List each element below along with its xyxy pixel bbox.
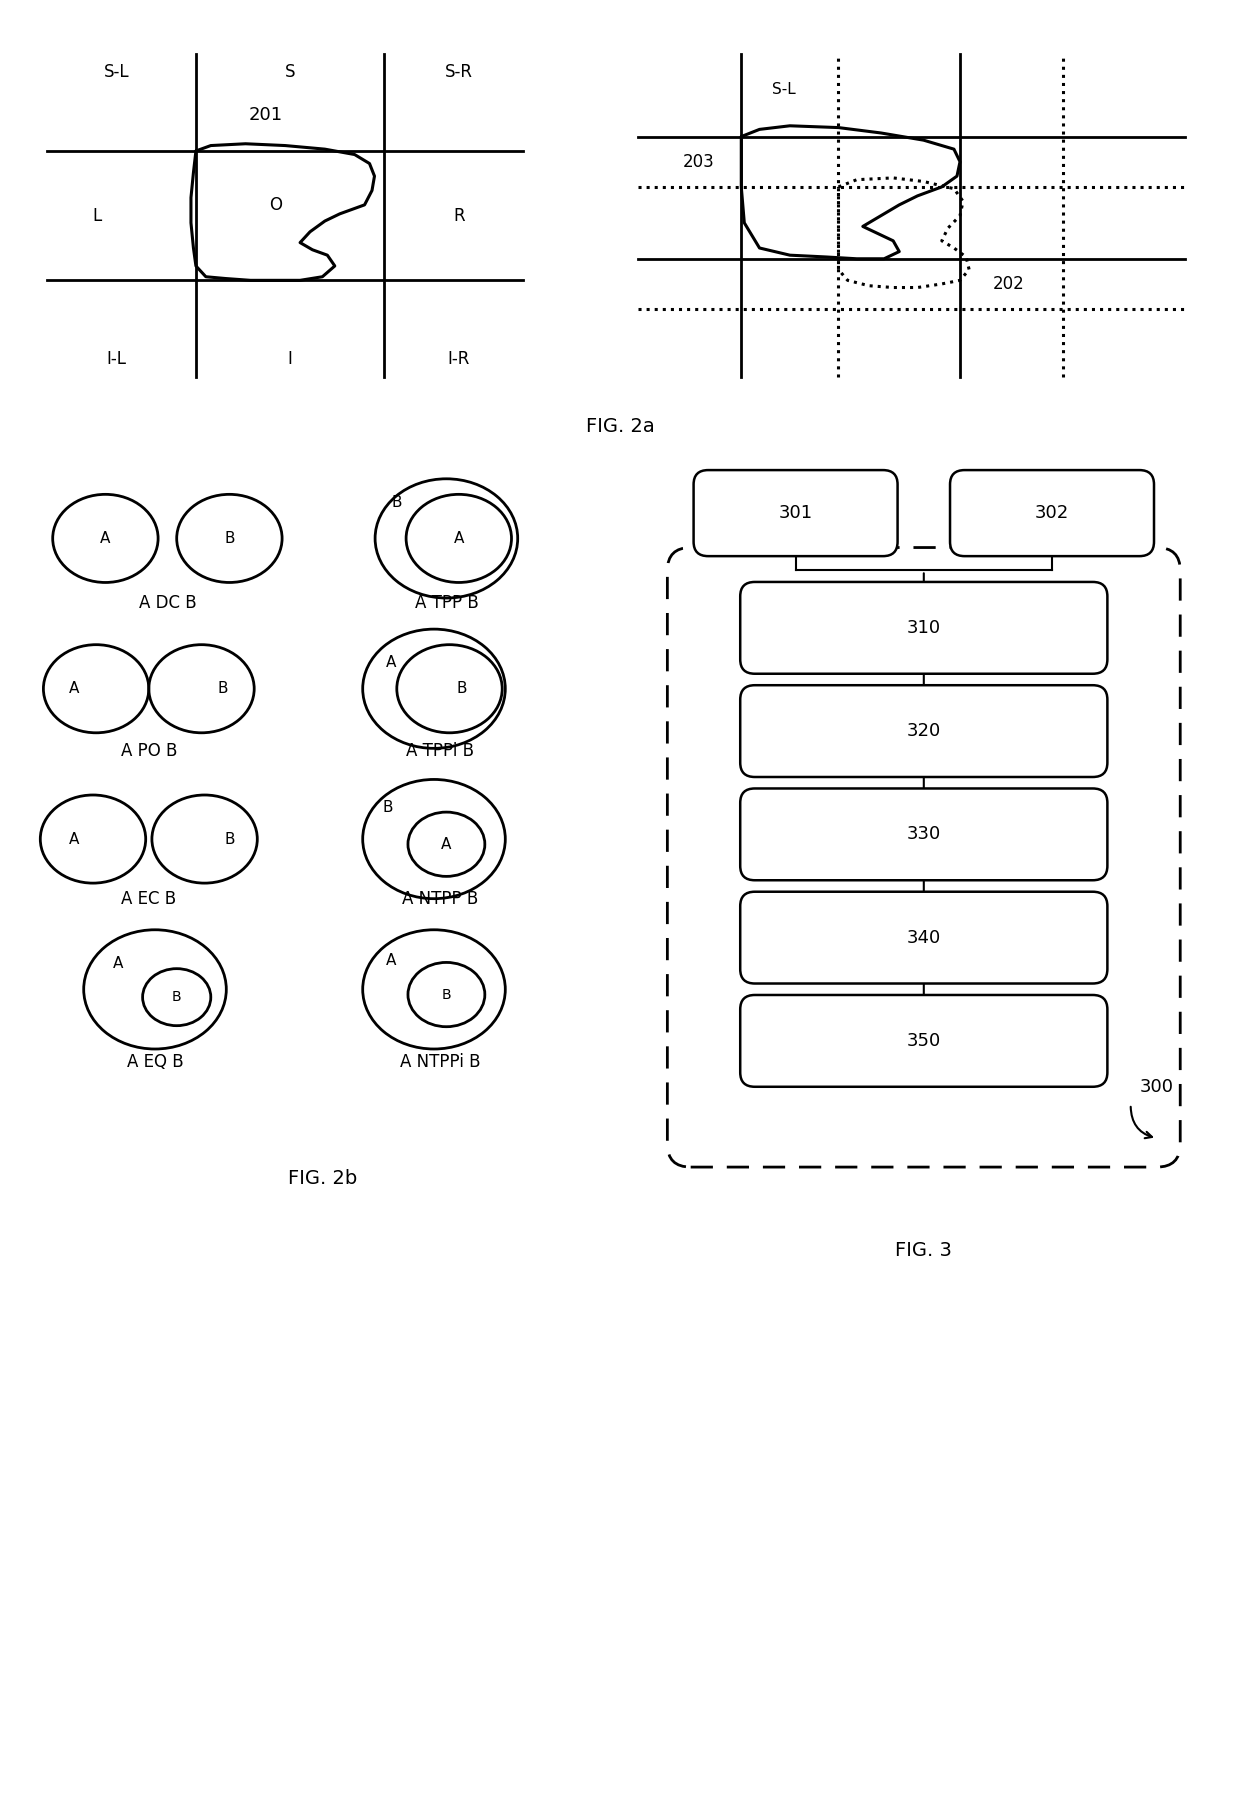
Text: A: A (69, 681, 79, 695)
Text: L: L (92, 207, 102, 225)
Text: A: A (454, 530, 464, 546)
Text: A: A (386, 954, 396, 969)
Text: B: B (172, 990, 181, 1005)
Text: B: B (382, 800, 393, 816)
Text: B: B (456, 681, 467, 695)
FancyBboxPatch shape (740, 582, 1107, 674)
Text: S: S (285, 63, 295, 81)
FancyArrowPatch shape (1131, 1107, 1152, 1138)
Text: A NTPP B: A NTPP B (402, 890, 479, 907)
Text: B: B (218, 681, 228, 695)
Text: A: A (441, 837, 451, 852)
Text: A: A (386, 656, 396, 670)
Text: A EC B: A EC B (122, 890, 176, 907)
FancyBboxPatch shape (693, 471, 898, 555)
Text: A: A (113, 956, 123, 970)
Text: A DC B: A DC B (139, 595, 196, 613)
Text: 340: 340 (906, 929, 941, 947)
Text: A TPPi B: A TPPi B (407, 742, 474, 760)
Text: B: B (441, 988, 451, 1001)
Text: A TPP B: A TPP B (414, 595, 479, 613)
Text: B: B (224, 530, 234, 546)
Text: O: O (269, 196, 281, 214)
Text: 201: 201 (248, 106, 283, 124)
Text: 202: 202 (993, 275, 1024, 293)
Text: B: B (224, 832, 234, 846)
Text: A: A (69, 832, 79, 846)
Text: I: I (288, 350, 293, 368)
Text: B: B (392, 494, 402, 510)
Text: 300: 300 (1140, 1078, 1174, 1096)
FancyBboxPatch shape (950, 471, 1154, 555)
Text: 301: 301 (779, 505, 812, 523)
Text: R: R (453, 207, 465, 225)
Text: FIG. 2b: FIG. 2b (288, 1170, 357, 1188)
Text: A PO B: A PO B (120, 742, 177, 760)
Text: 310: 310 (906, 618, 941, 636)
FancyBboxPatch shape (740, 685, 1107, 776)
FancyBboxPatch shape (740, 891, 1107, 983)
Text: S-L: S-L (773, 83, 796, 97)
Text: S-R: S-R (445, 63, 472, 81)
FancyBboxPatch shape (740, 789, 1107, 881)
Text: I-L: I-L (107, 350, 126, 368)
Text: S-L: S-L (104, 63, 129, 81)
Text: FIG. 3: FIG. 3 (895, 1242, 952, 1260)
Text: A NTPPi B: A NTPPi B (401, 1053, 480, 1071)
Text: 350: 350 (906, 1031, 941, 1049)
Text: 302: 302 (1035, 505, 1069, 523)
Text: I-R: I-R (448, 350, 470, 368)
Text: A EQ B: A EQ B (126, 1053, 184, 1071)
Text: 320: 320 (906, 722, 941, 740)
Text: 330: 330 (906, 825, 941, 843)
Text: A: A (100, 530, 110, 546)
Text: FIG. 2a: FIG. 2a (585, 417, 655, 437)
FancyBboxPatch shape (740, 996, 1107, 1087)
Text: 203: 203 (683, 153, 714, 171)
